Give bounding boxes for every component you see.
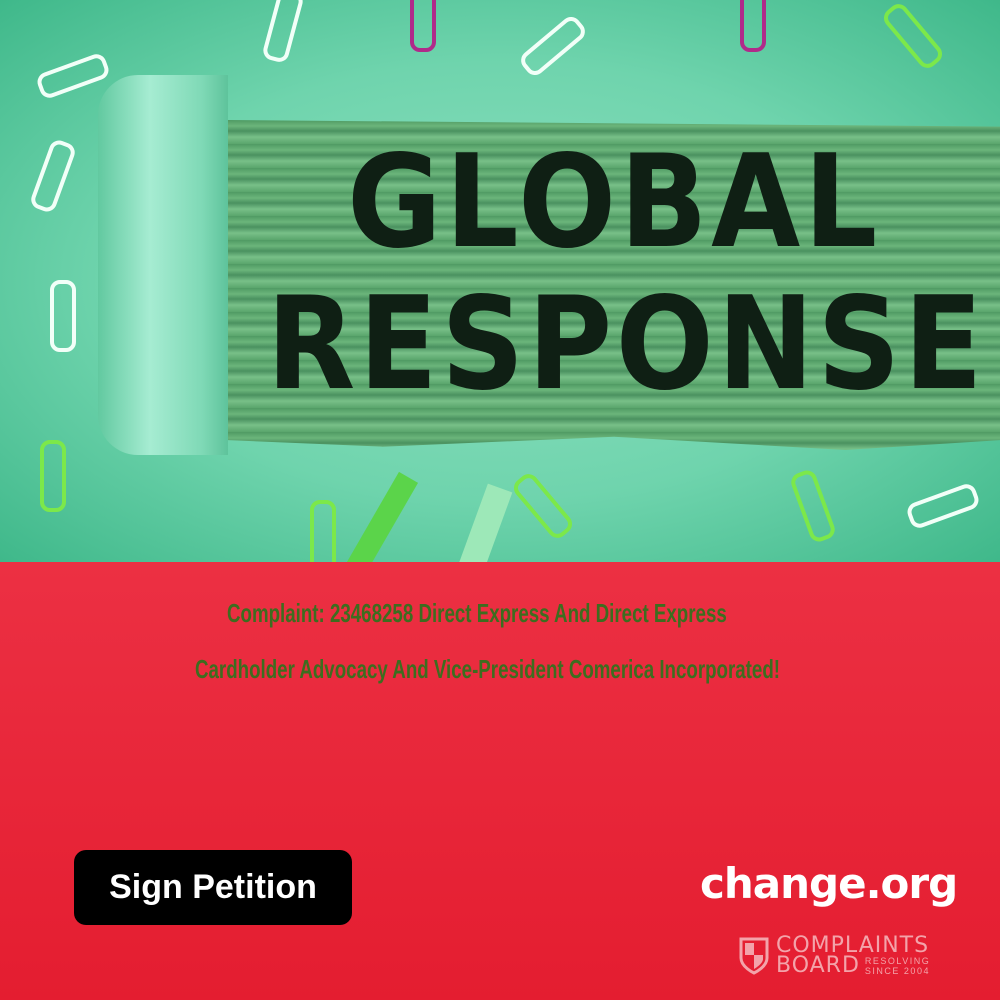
shield-icon [739,937,769,975]
paperclip-icon [879,0,947,72]
hero-title-line1: GLOBAL [347,128,881,277]
watermark-tag1: RESOLVING [864,956,931,966]
complaints-board-watermark: COMPLAINTS BOARD RESOLVING SINCE 2004 [738,933,931,978]
sign-petition-button[interactable]: Sign Petition [74,850,352,925]
paperclip-icon [310,500,336,562]
paperclip-icon [28,137,78,215]
paperclip-icon [788,467,838,545]
complaint-title-line2: Cardholder Advocacy And Vice-President C… [195,654,780,684]
paperclip-icon [50,280,76,352]
paperclip-icon [40,440,66,512]
pencil-icon [343,471,419,562]
paperclip-icon [410,0,436,52]
paperclip-icon [740,0,766,52]
paperclip-icon [509,470,577,542]
pencil-icon [453,483,513,562]
paperclip-icon [904,481,982,531]
petition-panel: Complaint: 23468258 Direct Express And D… [0,562,1000,1000]
paperclip-icon [261,0,305,65]
paperclip-icon [517,12,589,80]
hero-title-line2: RESPONSE [266,270,987,419]
paper-roll [98,75,228,455]
change-org-logo: change.org [700,859,958,908]
hero-image: GLOBAL RESPONSE [0,0,1000,562]
complaint-title-line1: Complaint: 23468258 Direct Express And D… [227,598,727,628]
watermark-word1: COMPLAINTS [776,933,930,958]
paperclip-icon [34,51,112,101]
wood-panel: GLOBAL RESPONSE [228,120,1000,450]
watermark-tag2: SINCE 2004 [864,966,930,976]
watermark-word2: BOARD [776,953,860,978]
